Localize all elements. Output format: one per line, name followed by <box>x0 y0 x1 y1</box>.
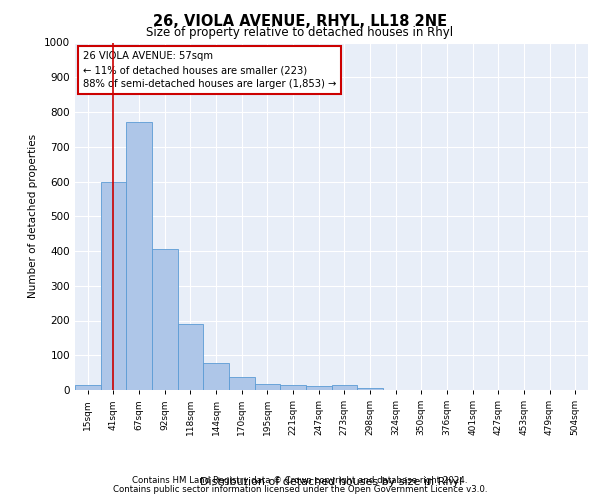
X-axis label: Distribution of detached houses by size in Rhyl: Distribution of detached houses by size … <box>200 477 463 487</box>
Bar <box>127 122 152 390</box>
Bar <box>178 324 203 390</box>
Text: Contains HM Land Registry data © Crown copyright and database right 2024.: Contains HM Land Registry data © Crown c… <box>132 476 468 485</box>
Bar <box>280 385 306 390</box>
Bar <box>152 250 178 390</box>
Y-axis label: Number of detached properties: Number of detached properties <box>28 134 38 298</box>
Bar <box>101 182 127 390</box>
Text: Contains public sector information licensed under the Open Government Licence v3: Contains public sector information licen… <box>113 485 487 494</box>
Bar <box>254 384 280 390</box>
Text: 26, VIOLA AVENUE, RHYL, LL18 2NE: 26, VIOLA AVENUE, RHYL, LL18 2NE <box>153 14 447 29</box>
Text: 26 VIOLA AVENUE: 57sqm
← 11% of detached houses are smaller (223)
88% of semi-de: 26 VIOLA AVENUE: 57sqm ← 11% of detached… <box>83 51 336 89</box>
Bar <box>331 386 357 390</box>
Bar <box>306 386 331 390</box>
Bar <box>203 363 229 390</box>
Bar <box>75 385 101 390</box>
Bar <box>229 377 254 390</box>
Text: Size of property relative to detached houses in Rhyl: Size of property relative to detached ho… <box>146 26 454 39</box>
Bar <box>357 388 383 390</box>
